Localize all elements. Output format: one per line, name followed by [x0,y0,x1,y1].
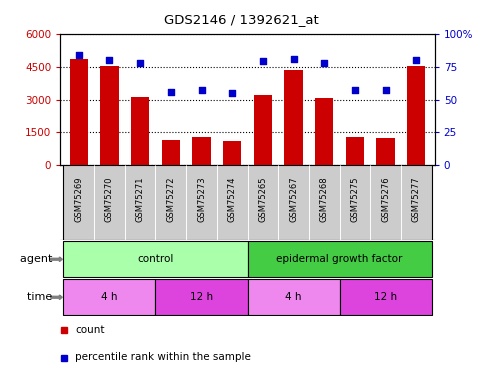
Bar [370,165,401,240]
Bar [223,141,242,165]
Bar [278,165,309,240]
Bar [340,279,432,315]
Point [75,52,83,58]
Text: GSM75274: GSM75274 [227,177,237,222]
Bar [162,140,180,165]
Bar [315,98,333,165]
Text: GSM75276: GSM75276 [381,177,390,222]
Text: epidermal growth factor: epidermal growth factor [276,254,403,264]
Bar [63,279,156,315]
Bar [340,165,370,240]
Text: GSM75270: GSM75270 [105,177,114,222]
Bar [63,165,94,240]
Point [320,60,328,66]
Bar [131,97,149,165]
Text: percentile rank within the sample: percentile rank within the sample [75,352,251,363]
Text: GDS2146 / 1392621_at: GDS2146 / 1392621_at [164,13,319,26]
Text: time: time [27,292,56,302]
Text: count: count [75,325,105,335]
Text: control: control [137,254,174,264]
Text: 4 h: 4 h [285,292,302,302]
Text: 12 h: 12 h [374,292,397,302]
Point [412,57,420,63]
Bar [125,165,156,240]
Bar [217,165,248,240]
Point [167,88,175,94]
Bar [376,138,395,165]
Bar [346,137,364,165]
Bar [156,165,186,240]
Bar [192,137,211,165]
Text: 4 h: 4 h [101,292,118,302]
Text: 12 h: 12 h [190,292,213,302]
Text: GSM75271: GSM75271 [136,177,144,222]
Bar [156,279,248,315]
Point [106,57,114,63]
Bar [63,241,248,278]
Bar [186,165,217,240]
Point [228,90,236,96]
Point [290,56,298,62]
Text: GSM75272: GSM75272 [166,177,175,222]
Bar [309,165,340,240]
Text: GSM75277: GSM75277 [412,177,421,222]
Bar [70,59,88,165]
Point [351,87,359,93]
Bar [100,66,119,165]
Text: GSM75269: GSM75269 [74,177,83,222]
Text: GSM75265: GSM75265 [258,177,268,222]
Bar [284,70,303,165]
Bar [248,165,278,240]
Bar [248,241,432,278]
Text: agent: agent [20,254,56,264]
Bar [248,279,340,315]
Point [259,58,267,64]
Point [198,87,205,93]
Bar [407,66,426,165]
Point [136,60,144,66]
Bar [401,165,432,240]
Text: GSM75273: GSM75273 [197,177,206,222]
Text: GSM75268: GSM75268 [320,177,329,222]
Text: GSM75267: GSM75267 [289,177,298,222]
Bar [254,95,272,165]
Text: GSM75275: GSM75275 [351,177,359,222]
Point [382,87,389,93]
Bar [94,165,125,240]
